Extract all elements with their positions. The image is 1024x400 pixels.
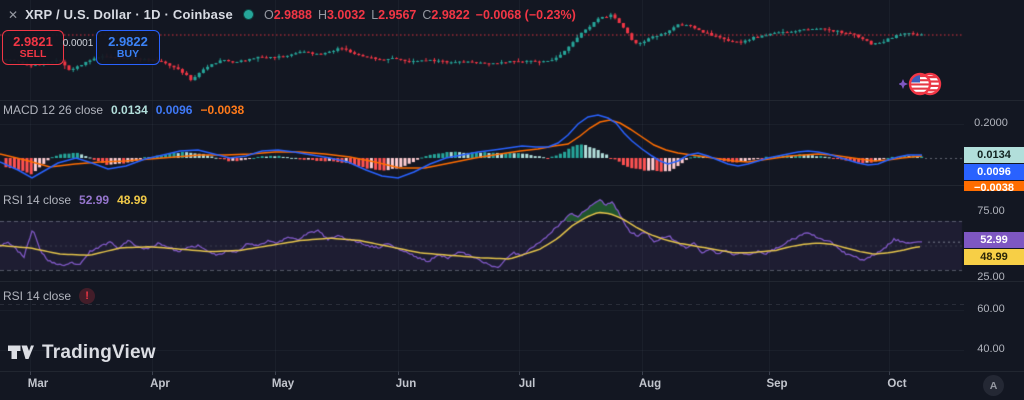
change-value: −0.0068 (−0.23%): [475, 7, 576, 22]
rsi-ma-badge: 48.99: [964, 249, 1024, 265]
month-label: May: [271, 378, 295, 390]
rsi-badge: 52.99: [964, 232, 1024, 248]
price-chart-canvas[interactable]: [0, 0, 964, 100]
high-label: H: [317, 7, 327, 22]
rsi2-axis-60: 60.00: [977, 303, 1005, 315]
sell-label: SELL: [19, 48, 47, 61]
rsi-value: 52.99: [79, 193, 110, 207]
rsi2-legend-title: RSI 14 close: [3, 289, 72, 303]
macd-signal-value: −0.0038: [200, 103, 245, 117]
rsi2-gridline-40: [0, 350, 964, 351]
panel-separator[interactable]: [0, 100, 1024, 101]
rsi-panel-canvas[interactable]: [0, 185, 964, 281]
macd-legend[interactable]: MACD 12 26 close 0.0134 0.0096 −0.0038: [3, 103, 244, 117]
rsi2-axis-40: 40.00: [977, 343, 1005, 355]
rsi2-band-dash: [0, 304, 964, 305]
us-flag-front-icon: [908, 72, 932, 96]
panel-separator[interactable]: [0, 281, 1024, 282]
month-label: Aug: [638, 378, 662, 390]
month-tick: [889, 371, 890, 375]
month-tick: [275, 371, 276, 375]
macd-signal-badge: −0.0038: [964, 181, 1024, 191]
rsi-ma-value: 48.99: [117, 193, 148, 207]
buy-label: BUY: [116, 48, 140, 61]
month-tick: [642, 371, 643, 375]
low-label: L: [371, 7, 379, 22]
economic-event-flags-icon[interactable]: [898, 69, 947, 104]
month-tick: [398, 371, 399, 375]
rsi-axis-25: 25.00: [977, 271, 1005, 283]
macd-line-value: 0.0096: [155, 103, 193, 117]
ohlc-values: O2.9888 H3.0032 L2.9567 C2.9822 −0.0068 …: [264, 8, 576, 22]
macd-legend-title: MACD 12 26 close: [3, 103, 104, 117]
spread-value: 0.0001: [62, 38, 94, 49]
macd-line-badge: 0.0096: [964, 164, 1024, 180]
tradingview-logo-text: TradingView: [42, 342, 156, 363]
rsi-legend[interactable]: RSI 14 close 52.99 48.99: [3, 193, 147, 207]
tradingview-logo[interactable]: TradingView: [8, 342, 156, 364]
low-value: 2.9567: [378, 7, 417, 22]
buy-button[interactable]: 2.9822 BUY: [96, 30, 160, 65]
macd-hist-badge: 0.0134: [964, 147, 1024, 163]
sell-button[interactable]: 2.9821 SELL: [2, 30, 64, 65]
high-value: 3.0032: [326, 7, 366, 22]
month-label: Mar: [27, 378, 49, 390]
close-icon[interactable]: ✕: [8, 7, 19, 22]
indicator-error-icon[interactable]: !: [79, 288, 96, 304]
rsi-axis-75: 75.00: [977, 205, 1005, 217]
symbol-title: XRP / U.S. Dollar · 1D · Coinbase: [25, 7, 233, 22]
macd-hist-value: 0.0134: [111, 103, 148, 117]
month-label: Oct: [887, 378, 907, 390]
month-tick: [519, 371, 520, 375]
tradingview-logo-icon: [8, 345, 34, 359]
time-axis[interactable]: A Mar Apr May Jun Jul Aug Sep Oct: [0, 371, 1024, 400]
rsi-legend-title: RSI 14 close: [3, 193, 72, 207]
month-label: Sep: [766, 378, 788, 390]
auto-scale-button[interactable]: A: [983, 375, 1004, 396]
macd-panel-canvas[interactable]: [0, 100, 964, 185]
market-status-dot: [243, 10, 253, 19]
rsi2-gridline-60: [0, 310, 964, 311]
month-tick: [769, 371, 770, 375]
axis-separator: [0, 371, 1024, 372]
month-tick: [152, 371, 153, 375]
macd-axis-label: 0.2000: [974, 117, 1008, 129]
month-tick: [30, 371, 31, 375]
month-label: Apr: [150, 378, 170, 390]
panel-separator[interactable]: [0, 185, 1024, 186]
sell-price: 2.9821: [13, 33, 53, 49]
open-value: 2.9888: [273, 7, 312, 22]
buy-price: 2.9822: [108, 33, 148, 49]
symbol-legend[interactable]: ✕ XRP / U.S. Dollar · 1D · Coinbase O2.9…: [8, 7, 576, 22]
month-label: Jun: [395, 378, 417, 390]
close-label: C: [422, 7, 432, 22]
rsi2-legend[interactable]: RSI 14 close !: [3, 288, 96, 304]
open-label: O: [263, 7, 274, 22]
sparkle-icon: [898, 79, 908, 89]
close-value: 2.9822: [431, 7, 470, 22]
month-label: Jul: [518, 378, 536, 390]
